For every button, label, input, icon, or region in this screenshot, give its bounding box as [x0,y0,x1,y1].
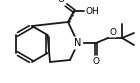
Text: N: N [74,38,82,48]
Text: O: O [93,57,100,66]
Text: O: O [58,0,65,4]
Text: O: O [109,28,116,37]
Text: OH: OH [85,6,99,16]
